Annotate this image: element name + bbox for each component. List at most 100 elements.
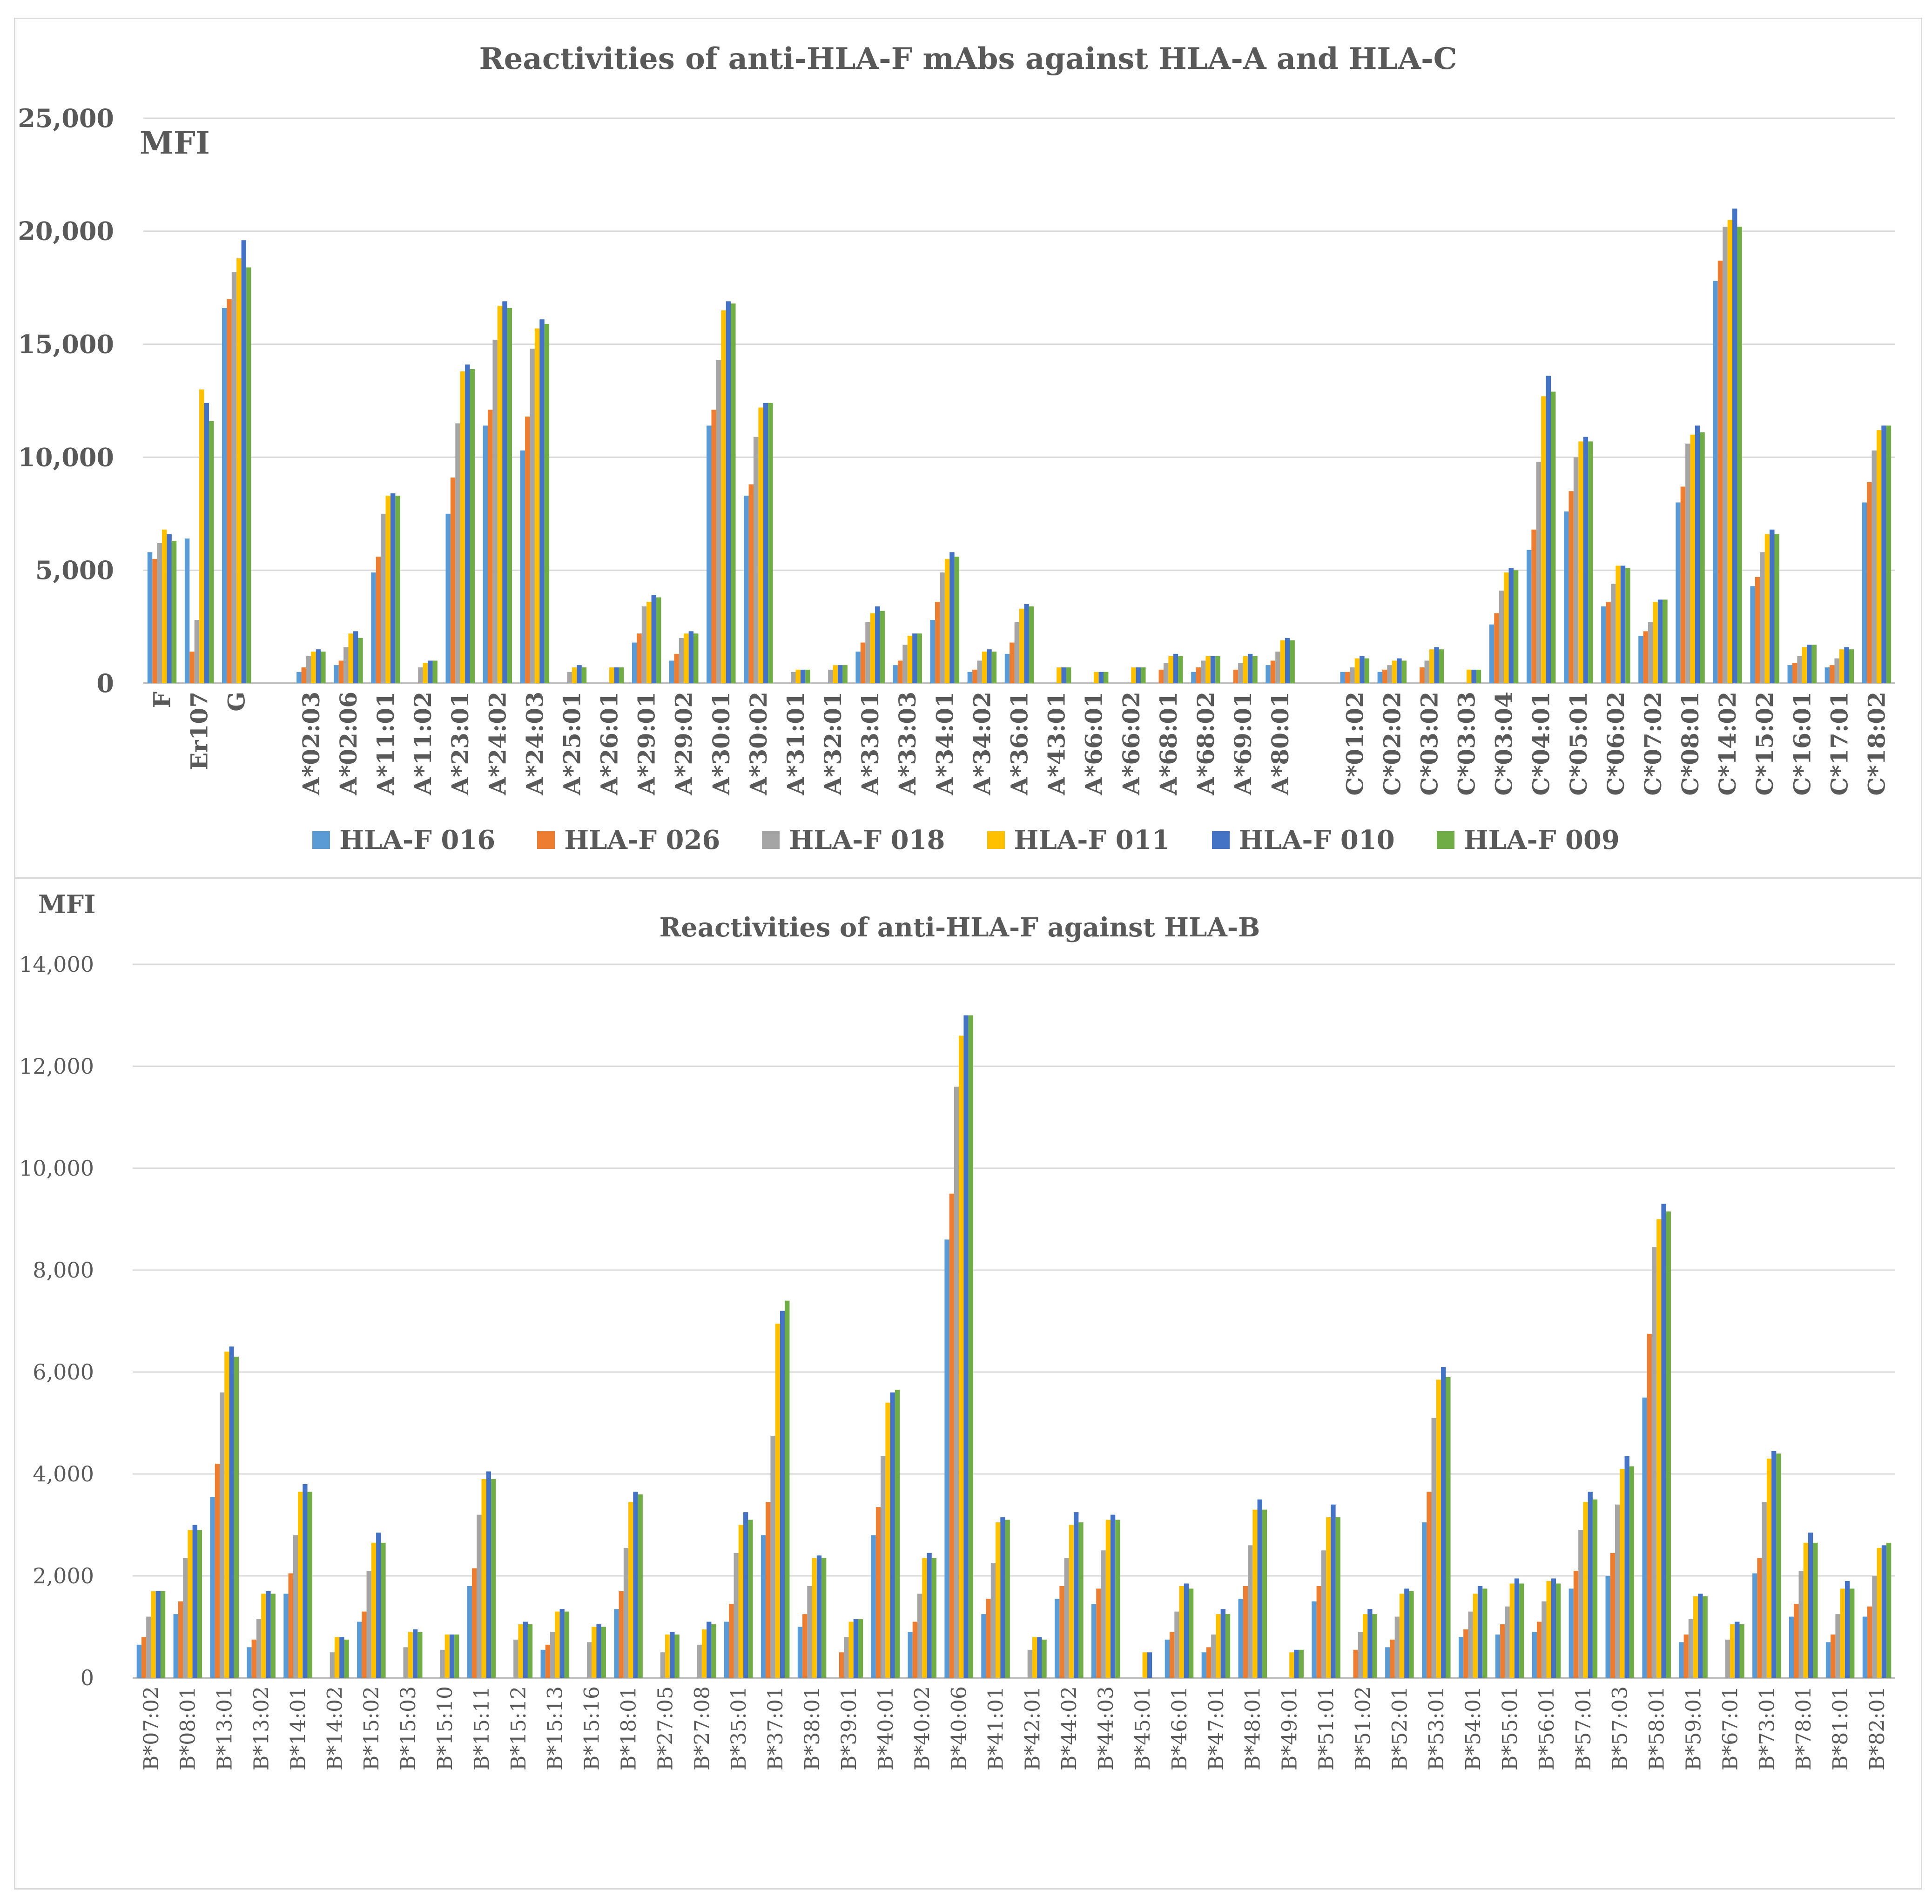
bar xyxy=(1813,1542,1818,1678)
x-tick-label: C*16:01 xyxy=(1788,692,1816,796)
bar xyxy=(334,1637,340,1678)
bar xyxy=(1243,656,1248,683)
bar xyxy=(1091,1604,1097,1678)
bar xyxy=(987,649,992,683)
bar xyxy=(1055,1599,1060,1678)
bar xyxy=(1141,667,1146,683)
bar xyxy=(1105,1520,1111,1678)
bar xyxy=(1165,1639,1170,1678)
bar xyxy=(1762,1502,1767,1678)
bar xyxy=(609,667,614,683)
bar xyxy=(477,1514,482,1678)
x-tick-label: B*58:01 xyxy=(1645,1686,1669,1770)
bar xyxy=(1233,669,1239,683)
bar xyxy=(1755,577,1760,683)
x-tick-label: A*36:01 xyxy=(1006,692,1033,796)
bar xyxy=(412,1629,418,1678)
bar xyxy=(1094,672,1099,683)
bar xyxy=(1766,1459,1772,1678)
bar xyxy=(797,1627,803,1678)
bar xyxy=(1568,1588,1574,1678)
bar xyxy=(959,1036,964,1678)
x-tick-label: B*15:02 xyxy=(360,1686,384,1770)
bar xyxy=(637,633,642,683)
bar xyxy=(1385,1647,1390,1678)
bar xyxy=(1468,1611,1473,1678)
bar xyxy=(1005,1520,1010,1678)
bar xyxy=(1774,534,1779,683)
bar xyxy=(1685,444,1690,683)
bar xyxy=(1427,1492,1432,1678)
bar xyxy=(954,557,960,683)
bar xyxy=(1770,529,1775,683)
bar xyxy=(1178,656,1183,683)
x-tick-label: A*34:01 xyxy=(931,692,958,796)
bar xyxy=(1881,425,1886,683)
bar xyxy=(1489,624,1494,683)
legend-label: HLA-F 010 xyxy=(1239,825,1395,855)
bar xyxy=(816,1555,822,1678)
bar xyxy=(160,1591,166,1678)
bar xyxy=(1573,457,1579,683)
legend-swatch xyxy=(1212,831,1230,849)
bar xyxy=(1542,1601,1547,1678)
bar xyxy=(403,1647,408,1678)
bar xyxy=(880,611,885,683)
bar xyxy=(1037,1637,1042,1678)
x-tick-label: A*02:03 xyxy=(297,692,325,796)
bar xyxy=(743,1512,748,1678)
bar xyxy=(247,1647,252,1678)
bar xyxy=(1578,441,1583,683)
bar xyxy=(147,552,153,683)
bar xyxy=(357,1621,362,1678)
x-tick-label: C*15:02 xyxy=(1751,692,1778,796)
y-tick-label: 12,000 xyxy=(19,1054,94,1079)
bar xyxy=(518,1624,523,1678)
bar xyxy=(1624,1456,1629,1678)
bar xyxy=(376,557,381,683)
bar xyxy=(395,495,400,683)
bar xyxy=(812,1558,817,1678)
bar xyxy=(178,1601,183,1678)
bar xyxy=(460,371,465,683)
bar xyxy=(1808,1532,1813,1678)
bar xyxy=(982,652,987,683)
bar xyxy=(596,1624,601,1678)
bar xyxy=(1647,1333,1652,1678)
x-tick-label: A*11:01 xyxy=(372,692,399,796)
x-tick-label: A*80:01 xyxy=(1266,692,1294,796)
bar xyxy=(860,642,866,683)
bar xyxy=(1184,1583,1189,1678)
bar xyxy=(1588,1492,1593,1678)
bar xyxy=(1098,672,1104,683)
bar xyxy=(385,495,390,683)
bar xyxy=(1657,599,1663,683)
bar xyxy=(1247,653,1253,683)
bar xyxy=(1173,653,1178,683)
bar xyxy=(1642,1397,1647,1678)
bar xyxy=(1179,1586,1184,1678)
x-tick-label: B*51:01 xyxy=(1315,1686,1339,1770)
bar xyxy=(660,1652,665,1678)
bar xyxy=(1066,667,1071,683)
bar xyxy=(1275,652,1280,683)
bar xyxy=(1881,1545,1887,1678)
bar xyxy=(449,1634,455,1678)
y-tick-label: 8,000 xyxy=(33,1258,94,1283)
bar xyxy=(157,543,162,683)
bar xyxy=(1519,1583,1524,1678)
x-tick-label: B*59:01 xyxy=(1682,1686,1705,1770)
x-tick-label: A*68:01 xyxy=(1155,692,1182,796)
y-tick-label: 14,000 xyxy=(19,952,94,977)
bar xyxy=(1364,658,1369,683)
bar xyxy=(996,1522,1001,1678)
bar xyxy=(1316,1586,1321,1678)
bar xyxy=(296,672,302,683)
x-tick-label: B*46:01 xyxy=(1168,1686,1192,1770)
bar xyxy=(1290,640,1295,683)
bar xyxy=(1723,227,1728,683)
bar xyxy=(1211,1634,1216,1678)
x-tick-label: B*08:01 xyxy=(176,1686,200,1770)
bar xyxy=(307,1492,312,1678)
y-tick-label: 4,000 xyxy=(33,1461,94,1487)
